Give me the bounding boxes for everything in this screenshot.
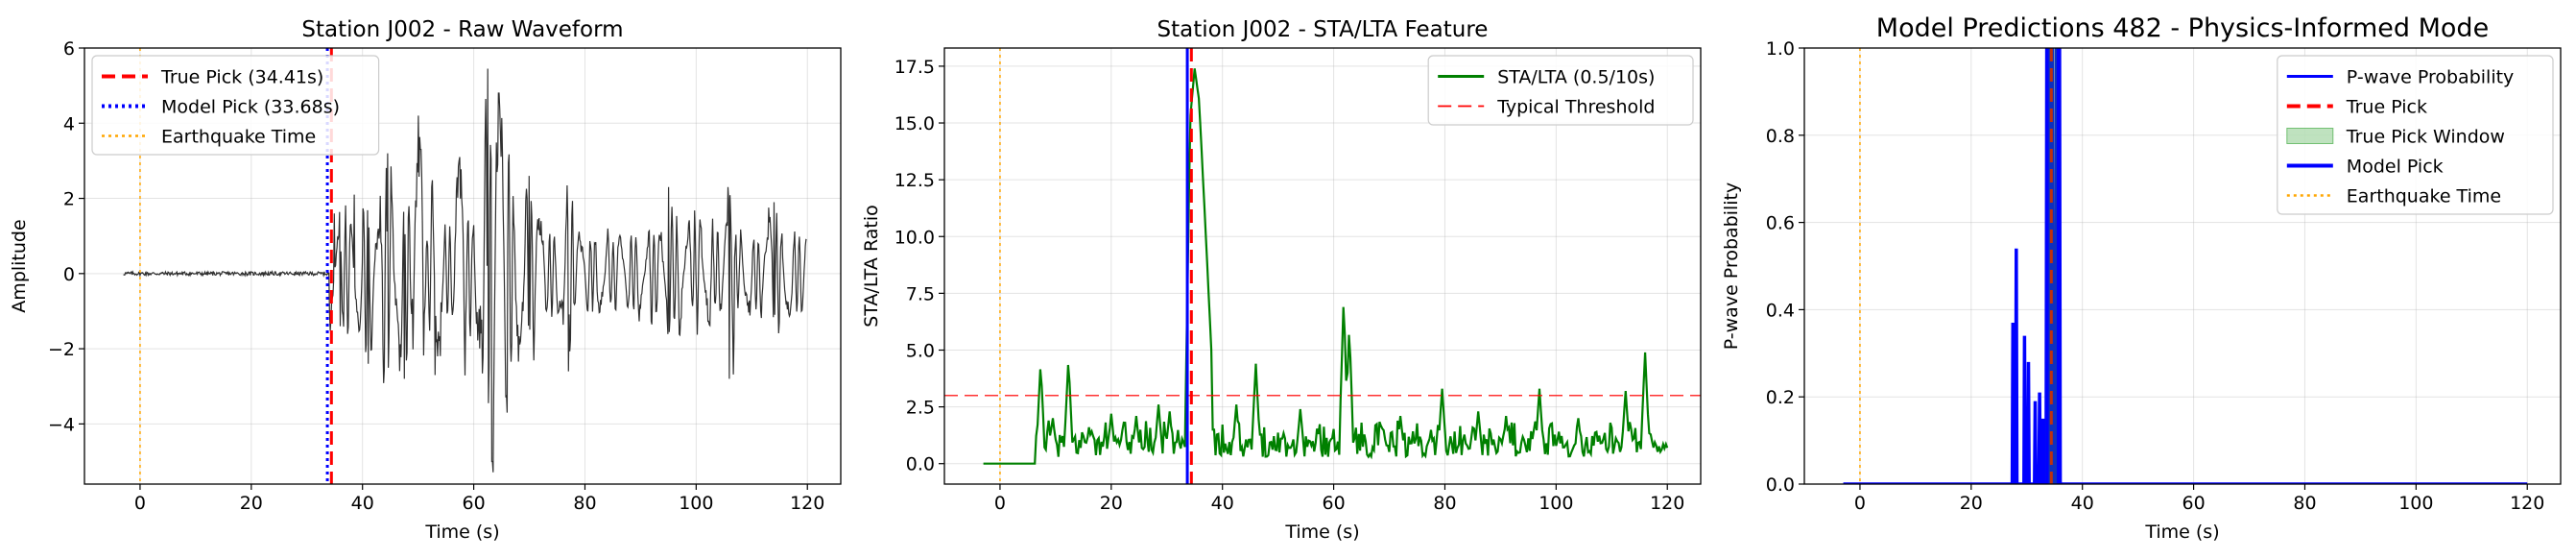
x-tick-label: 60 — [2182, 493, 2205, 514]
x-tick-label: 20 — [1100, 493, 1123, 514]
y-tick-label: 17.5 — [894, 57, 935, 78]
legend-label: Earthquake Time — [2347, 186, 2501, 207]
y-tick-label: 2.5 — [906, 398, 935, 419]
legend-label: True Pick — [2346, 97, 2427, 118]
x-tick-label: 120 — [1650, 493, 1684, 514]
x-tick-label: 40 — [1211, 493, 1234, 514]
chart-title: Station J002 - STA/LTA Feature — [1157, 17, 1489, 42]
x-tick-label: 100 — [2398, 493, 2433, 514]
chart-panel-1: 0 20 40 60 80 100 120 −4 −2 0 2 4 6 Station J002 - Ra… — [9, 17, 842, 543]
y-tick-label: 5.0 — [906, 340, 935, 361]
x-tick-label: 120 — [2510, 493, 2544, 514]
legend-label: Typical Threshold — [1496, 97, 1655, 118]
y-tick-label: 0.8 — [1766, 126, 1795, 147]
x-tick-label: 80 — [2293, 493, 2316, 514]
axes-frame — [83, 47, 842, 485]
chart-panel-2: 0 20 40 60 80 100 120 0.0 2.5 5.0 7.5 10.0 12.5 15.0 1… — [861, 17, 1702, 543]
chart-panel-3: 0 20 40 60 80 100 120 0.0 0.2 0.4 0.6 0.8 1.0 Model P… — [1721, 13, 2562, 543]
legend-label: True Pick Window — [2346, 127, 2505, 148]
x-axis-label: Time (s) — [2144, 522, 2219, 543]
x-tick-label: 80 — [1433, 493, 1456, 514]
legend-swatch — [2286, 128, 2334, 144]
x-tick-label: 100 — [1538, 493, 1573, 514]
legend: True Pick (34.41s) Model Pick (33.68s) Ear… — [91, 55, 380, 156]
legend-label: STA/LTA (0.5/10s) — [1497, 67, 1655, 88]
legend-label: Earthquake Time — [161, 127, 316, 148]
x-axis-label: Time (s) — [424, 522, 499, 543]
x-tick-label: 40 — [2071, 493, 2094, 514]
y-tick-label: −4 — [48, 414, 75, 435]
x-tick-label: 80 — [573, 493, 596, 514]
plot-area — [1843, 48, 2528, 484]
legend: P-wave Probability True Pick True Pick Win… — [2277, 55, 2554, 215]
true-pick-window — [2045, 48, 2058, 484]
x-tick-label: 0 — [994, 493, 1006, 514]
y-tick-label: 1.0 — [1766, 38, 1795, 60]
y-axis-label: Amplitude — [9, 219, 30, 312]
y-tick-label: 4 — [63, 113, 75, 134]
x-tick-label: 60 — [462, 493, 485, 514]
y-tick-label: 12.5 — [894, 170, 935, 191]
legend-frame — [2277, 55, 2554, 215]
legend: STA/LTA (0.5/10s) Typical Threshold — [1427, 55, 1694, 126]
y-tick-label: 7.5 — [906, 283, 935, 304]
legend-frame — [1427, 55, 1694, 126]
x-tick-label: 120 — [790, 493, 824, 514]
chart-title: Model Predictions 482 - Physics-Informed… — [1876, 13, 2489, 43]
plot-area — [944, 48, 1701, 484]
y-tick-label: 0.0 — [1766, 474, 1795, 496]
y-tick-label: 0 — [63, 264, 75, 285]
legend-frame — [91, 55, 380, 156]
y-tick-label: 0.0 — [906, 454, 935, 475]
stalta-line — [983, 68, 1669, 465]
y-tick-label: 10.0 — [894, 227, 935, 248]
y-tick-label: 0.6 — [1766, 213, 1795, 234]
y-tick-label: −2 — [48, 339, 75, 360]
y-tick-label: 15.0 — [894, 113, 935, 134]
y-tick-label: 0.4 — [1766, 300, 1795, 321]
axes-frame — [943, 47, 1702, 485]
x-tick-label: 0 — [1854, 493, 1866, 514]
waveform-line — [123, 68, 807, 473]
legend-label: P-wave Probability — [2347, 67, 2515, 88]
x-tick-label: 60 — [1322, 493, 1345, 514]
y-axis-label: STA/LTA Ratio — [861, 205, 882, 328]
legend-label: Model Pick (33.68s) — [161, 97, 340, 118]
chart-title: Station J002 - Raw Waveform — [301, 17, 623, 42]
y-tick-label: 2 — [63, 189, 75, 210]
legend-label: Model Pick — [2347, 157, 2444, 178]
y-axis-label: P-wave Probability — [1721, 182, 1742, 351]
x-tick-label: 20 — [240, 493, 263, 514]
probability-line — [1843, 48, 2528, 484]
legend-label: True Pick (34.41s) — [160, 67, 323, 88]
x-axis-label: Time (s) — [1284, 522, 1359, 543]
y-tick-label: 0.2 — [1766, 387, 1795, 408]
x-tick-label: 100 — [679, 493, 713, 514]
x-tick-label: 40 — [351, 493, 374, 514]
y-tick-label: 6 — [63, 38, 75, 60]
axes-frame — [1803, 47, 2562, 485]
x-tick-label: 20 — [1960, 493, 1983, 514]
x-tick-label: 0 — [134, 493, 146, 514]
